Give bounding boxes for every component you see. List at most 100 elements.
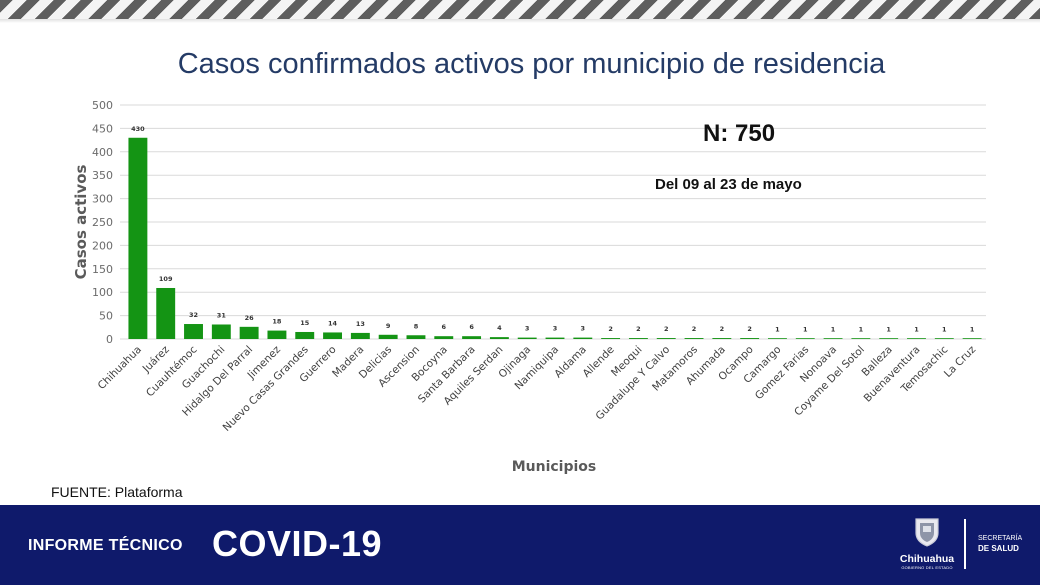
shield-icon	[915, 518, 939, 547]
data-label: 3	[553, 325, 558, 333]
bar	[462, 336, 482, 339]
bar	[934, 338, 954, 339]
bar	[907, 338, 926, 339]
x-tick-label: Allende	[580, 344, 616, 380]
data-label: 3	[581, 325, 586, 333]
bar	[239, 326, 259, 339]
data-label: 4	[497, 324, 502, 332]
bar	[350, 332, 370, 339]
bar	[656, 338, 676, 339]
x-tick-label: Chihuahua	[96, 344, 144, 392]
x-tick-label: La Cruz	[942, 343, 979, 380]
data-label: 1	[775, 326, 780, 334]
total-n-annotation: N: 750	[703, 120, 776, 147]
y-axis-ticks: 0 50 100 150 200 250 300 350 400 450 500	[92, 99, 113, 346]
bar	[767, 338, 787, 339]
bar	[517, 337, 537, 339]
secretaria-de-salud: SECRETARÍA DE SALUD	[978, 534, 1022, 555]
data-label: 1	[831, 326, 836, 334]
data-label: 430	[131, 125, 145, 133]
bar	[545, 337, 565, 339]
data-label: 2	[692, 325, 697, 333]
y-tick-label: 200	[92, 239, 113, 252]
y-tick-label: 100	[92, 286, 113, 299]
data-label: 1	[859, 326, 864, 334]
bar	[323, 332, 343, 339]
bar	[128, 137, 148, 339]
x-axis-title: Municipios	[512, 459, 597, 475]
data-label: 1	[942, 326, 947, 334]
bar	[601, 338, 621, 339]
y-tick-label: 400	[92, 146, 113, 159]
gridlines	[120, 104, 986, 340]
source-line-1: FUENTE: Plataforma	[51, 484, 183, 500]
bar	[211, 324, 231, 339]
y-tick-label: 150	[92, 263, 113, 276]
bar	[295, 331, 315, 339]
chart-title: Casos confirmados activos por municipio …	[177, 48, 886, 80]
footer-banner: INFORME TÉCNICO COVID-19 Chihuahua GOBIE…	[0, 505, 1040, 585]
secretaria-line-2: DE SALUD	[978, 544, 1019, 553]
chihuahua-logo: Chihuahua GOBIERNO DEL ESTADO	[898, 517, 956, 570]
bar	[684, 338, 704, 339]
x-axis-labels: ChihuahuaJuárezCuauhtémocGuachochiHidalg…	[96, 343, 979, 434]
y-tick-label: 0	[106, 333, 113, 346]
data-label: 3	[525, 325, 530, 333]
logo-subtitle: GOBIERNO DEL ESTADO	[901, 565, 953, 570]
bar	[823, 338, 843, 339]
y-tick-label: 50	[99, 310, 113, 323]
bar	[434, 336, 454, 339]
data-label: 2	[608, 325, 613, 333]
data-label: 26	[245, 314, 255, 322]
data-label: 1	[914, 326, 919, 334]
bar	[962, 338, 982, 339]
bar	[795, 338, 815, 339]
data-label: 1	[886, 326, 891, 334]
logo-divider	[964, 519, 966, 569]
data-label: 13	[356, 320, 365, 328]
data-label: 6	[469, 323, 474, 331]
bars	[128, 137, 982, 339]
data-label: 31	[217, 311, 227, 319]
data-label: 14	[328, 319, 338, 327]
y-tick-label: 300	[92, 193, 113, 206]
striped-header-band	[0, 0, 1040, 23]
data-label: 2	[747, 325, 752, 333]
bar	[267, 330, 287, 339]
bar	[879, 338, 899, 339]
data-label: 2	[720, 325, 725, 333]
data-label: 32	[189, 311, 198, 319]
data-label: 109	[159, 275, 173, 283]
bar	[156, 287, 176, 339]
data-label: 1	[803, 326, 808, 334]
data-label: 6	[442, 323, 447, 331]
date-range-annotation: Del 09 al 23 de mayo	[655, 176, 802, 193]
y-tick-label: 500	[92, 99, 113, 112]
data-label: 2	[636, 325, 641, 333]
data-label: 1	[970, 326, 975, 334]
y-tick-label: 250	[92, 216, 113, 229]
bar	[851, 338, 871, 339]
bar	[184, 324, 203, 339]
bar	[628, 338, 648, 339]
informe-tecnico-label: INFORME TÉCNICO	[28, 537, 183, 554]
bar	[378, 334, 398, 339]
data-label: 8	[414, 322, 419, 330]
y-tick-label: 450	[92, 122, 113, 135]
data-label: 15	[300, 319, 310, 327]
y-tick-label: 350	[92, 169, 113, 182]
bar	[489, 337, 509, 339]
bar	[573, 337, 593, 339]
logo-name: Chihuahua	[899, 553, 955, 565]
data-label: 18	[272, 318, 282, 326]
bar	[740, 338, 760, 339]
secretaria-line-1: SECRETARÍA	[978, 535, 1023, 542]
bar	[712, 338, 732, 339]
data-label: 9	[386, 322, 391, 330]
data-label: 2	[664, 325, 669, 333]
covid-title: COVID-19	[212, 523, 383, 564]
bar	[406, 335, 426, 339]
y-axis-title: Casos activos	[72, 165, 90, 280]
